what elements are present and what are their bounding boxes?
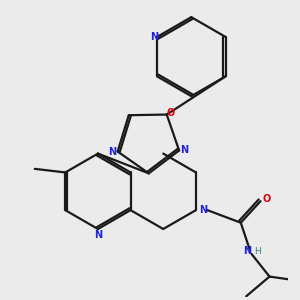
Text: N: N bbox=[108, 146, 116, 157]
Text: N: N bbox=[243, 246, 251, 256]
Text: N: N bbox=[94, 230, 102, 241]
Text: O: O bbox=[263, 194, 271, 204]
Text: O: O bbox=[167, 108, 175, 118]
Text: H: H bbox=[254, 247, 261, 256]
Text: N: N bbox=[180, 146, 189, 155]
Text: N: N bbox=[199, 205, 207, 215]
Text: N: N bbox=[150, 32, 158, 42]
